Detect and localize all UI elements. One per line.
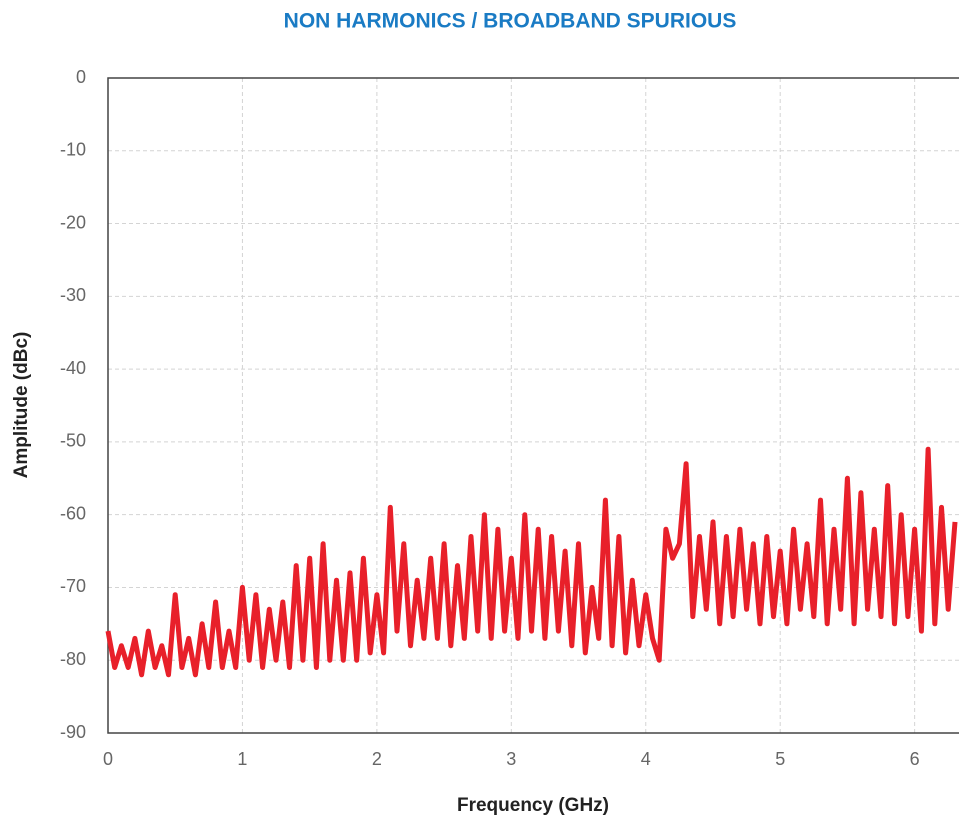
- y-tick-label: -60: [60, 503, 86, 523]
- x-tick-label: 3: [506, 749, 516, 769]
- x-axis-label: Frequency (GHz): [457, 795, 609, 816]
- x-tick-label: 0: [103, 749, 113, 769]
- x-tick-label: 1: [237, 749, 247, 769]
- y-tick-label: -50: [60, 431, 86, 451]
- x-tick-label: 5: [775, 749, 785, 769]
- y-tick-label: -90: [60, 722, 86, 742]
- x-tick-label: 6: [910, 749, 920, 769]
- x-tick-label: 4: [641, 749, 651, 769]
- y-tick-label: -40: [60, 358, 86, 378]
- y-tick-label: -70: [60, 576, 86, 596]
- plot-frame: [107, 77, 959, 734]
- y-tick-label: -10: [60, 140, 86, 160]
- data-line: [105, 446, 958, 678]
- x-tick-label: 2: [372, 749, 382, 769]
- y-axis-label: Amplitude (dBc): [11, 332, 32, 479]
- y-tick-label: -30: [60, 285, 86, 305]
- y-tick-label: -80: [60, 649, 86, 669]
- y-tick-label: -20: [60, 212, 86, 232]
- y-tick-label: 0: [76, 67, 86, 87]
- chart-title: NON HARMONICS / BROADBAND SPURIOUS: [284, 10, 737, 33]
